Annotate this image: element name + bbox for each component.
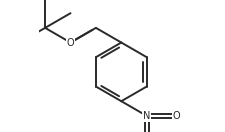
Text: O: O xyxy=(67,37,74,48)
Text: N: N xyxy=(143,111,150,121)
Text: O: O xyxy=(173,111,181,121)
